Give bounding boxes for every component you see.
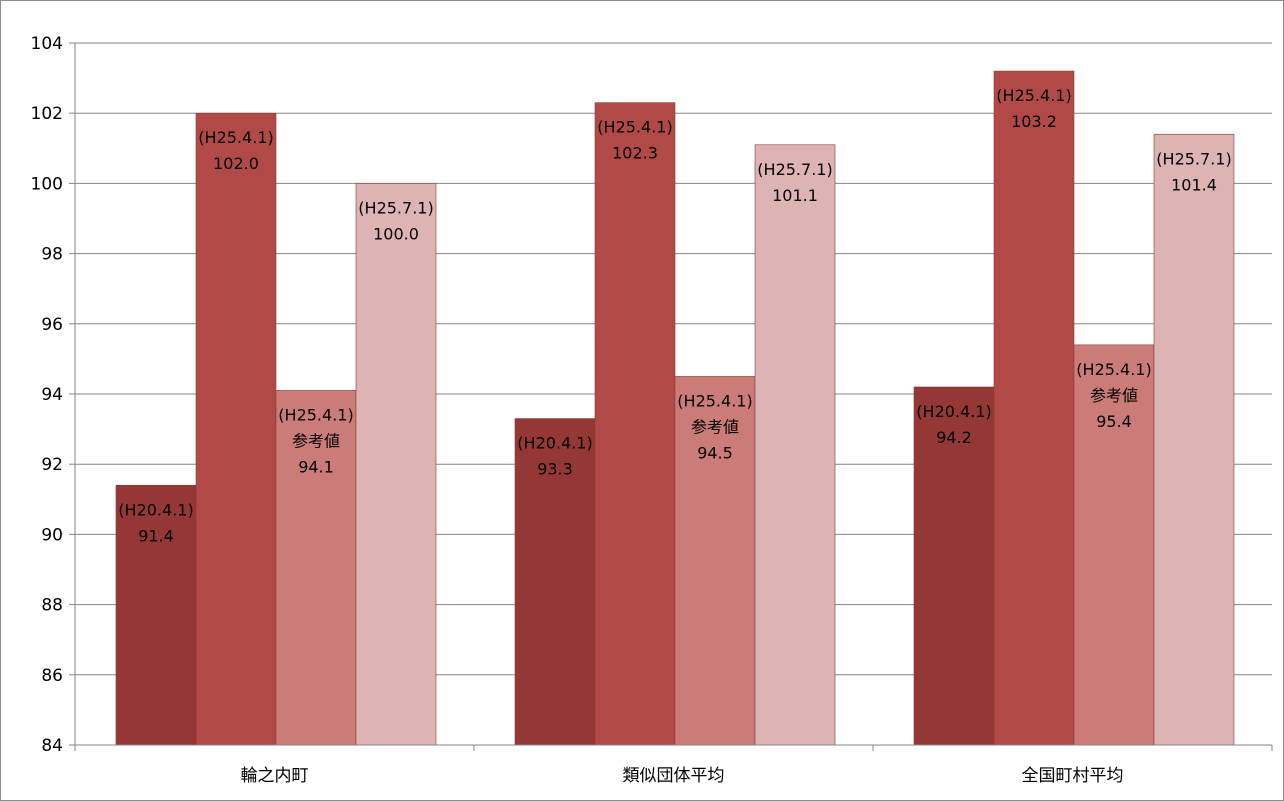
bars-group <box>115 70 1235 746</box>
data-label: (H25.4.1) <box>597 118 672 137</box>
y-tick-label: 98 <box>41 245 63 265</box>
data-label: 101.1 <box>772 186 818 205</box>
bar <box>355 183 437 746</box>
bar <box>993 70 1075 746</box>
data-label: (H25.4.1) <box>198 128 273 147</box>
y-tick-label: 92 <box>41 455 63 475</box>
data-labels-group: (H20.4.1) 91.4 (H20.4.1) 93.3 (H20.4.1) 94.2 (… <box>118 86 1231 545</box>
data-label: (H25.4.1) <box>677 391 752 410</box>
data-label: 94.5 <box>697 443 733 462</box>
bar <box>913 386 995 746</box>
data-label: (H25.7.1) <box>358 198 433 217</box>
data-label: 94.1 <box>298 457 334 476</box>
y-tick-label: 88 <box>41 596 63 616</box>
data-label: (H25.4.1) <box>278 405 353 424</box>
data-label: 94.2 <box>936 428 972 447</box>
data-label: 91.4 <box>138 526 174 545</box>
bar <box>1073 344 1155 746</box>
data-label: (H25.4.1) <box>996 86 1071 105</box>
data-label: (H25.4.1) <box>1076 360 1151 379</box>
data-label: 100.0 <box>373 224 419 243</box>
bar <box>674 376 756 746</box>
data-label: 93.3 <box>537 460 573 479</box>
data-label: (H20.4.1) <box>118 500 193 519</box>
data-label: 101.4 <box>1171 175 1217 194</box>
y-tick-label: 94 <box>41 385 63 405</box>
bar <box>1153 133 1235 746</box>
bar <box>195 112 277 746</box>
data-label: (H25.7.1) <box>757 160 832 179</box>
bar <box>594 102 676 746</box>
y-tick-label: 86 <box>41 666 63 686</box>
data-label: 95.4 <box>1096 412 1132 431</box>
y-tick-label: 90 <box>41 525 63 545</box>
bar <box>754 144 836 746</box>
x-category-label: 全国町村平均 <box>1022 766 1124 786</box>
x-category-label: 輪之内町 <box>241 766 309 786</box>
y-tick-label: 102 <box>31 104 63 124</box>
data-label: (H20.4.1) <box>517 434 592 453</box>
x-category-label: 類似団体平均 <box>623 766 725 786</box>
axes-group: 84 86 88 90 92 94 96 98 100 102 104 輪之内町 類似団体平均 全国町村平… <box>31 34 1273 786</box>
y-tick-label: 100 <box>31 174 63 194</box>
data-label: (H25.7.1) <box>1156 149 1231 168</box>
bar <box>275 390 357 746</box>
data-label: 102.0 <box>213 154 259 173</box>
data-label: (H20.4.1) <box>916 402 991 421</box>
y-tick-label: 84 <box>41 736 63 756</box>
y-tick-label: 96 <box>41 315 63 335</box>
data-label: 103.2 <box>1011 112 1057 131</box>
data-label: 参考値 <box>292 431 340 450</box>
data-label: 参考値 <box>691 417 739 436</box>
bar <box>115 484 197 746</box>
y-tick-label: 104 <box>31 34 63 54</box>
data-label: 参考値 <box>1090 386 1138 405</box>
data-label: 102.3 <box>612 144 658 163</box>
